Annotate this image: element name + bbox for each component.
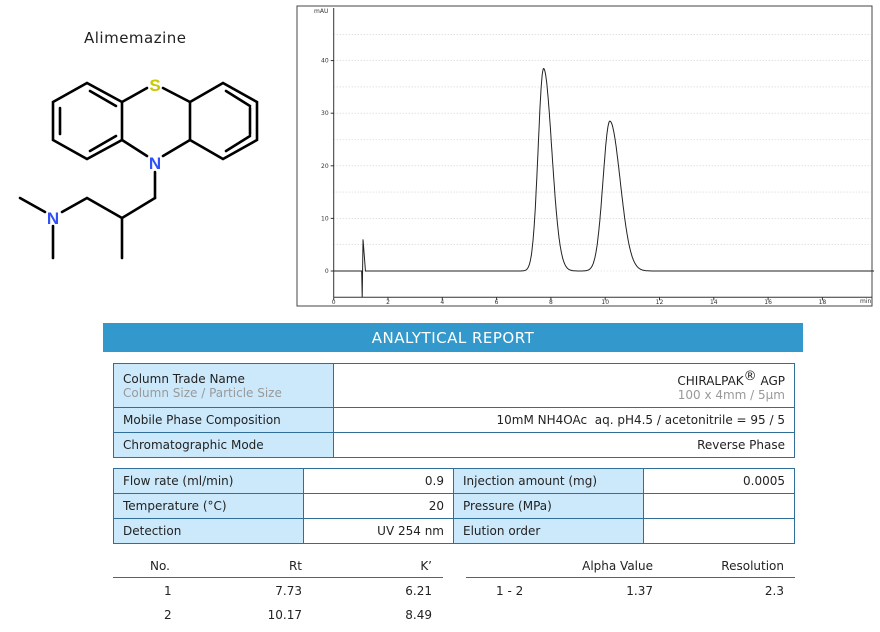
x-tick-label: 14 xyxy=(710,299,718,306)
x-tick-label: 16 xyxy=(764,299,772,306)
condition-value: 20 xyxy=(303,493,454,519)
trade-name-label: Column Trade Name xyxy=(123,371,245,386)
column-size-label: Column Size / Particle Size xyxy=(123,385,282,400)
bonds xyxy=(18,81,259,260)
x-tick-label: 18 xyxy=(819,299,827,306)
row-no: 1 xyxy=(164,584,172,598)
pair-label: 1 - 2 xyxy=(496,584,524,598)
row-rt: 7.73 xyxy=(275,584,302,598)
x-tick-label: 8 xyxy=(549,299,553,306)
trade-name-suffix: AGP xyxy=(756,374,785,388)
condition-value: 0.9 xyxy=(303,468,454,494)
mode-value: Reverse Phase xyxy=(333,432,795,458)
x-tick-label: 12 xyxy=(656,299,664,306)
chromatogram: 0 10 20 30 40 0 2 4 6 8 10 12 14 16 18 mAU min xyxy=(296,5,874,307)
condition-row: Flow rate (ml/min) 0.9 Injection amount … xyxy=(113,468,795,494)
mobile-phase-label: Mobile Phase Composition xyxy=(113,407,334,433)
chart-frame xyxy=(296,5,873,307)
condition-label: Flow rate (ml/min) xyxy=(113,468,304,494)
condition-value xyxy=(643,518,795,544)
mobile-phase-value: 10mM NH4OAc aq. pH4.5 / acetonitrile = 9… xyxy=(333,407,795,433)
column-name-value-cell: CHIRALPAK® AGP 100 x 4mm / 5µm xyxy=(333,363,795,408)
molecule-structure: S N N xyxy=(18,76,259,260)
sulfur-atom: S xyxy=(149,76,160,95)
x-tick-label: 0 xyxy=(332,299,336,306)
y-axis-unit: mAU xyxy=(314,8,328,15)
chromatogram-trace xyxy=(333,68,874,298)
column-info-table: Column Trade Name Column Size / Particle… xyxy=(113,363,795,458)
condition-label: Pressure (MPa) xyxy=(453,493,644,519)
condition-label: Detection xyxy=(113,518,304,544)
trade-name: CHIRALPAK xyxy=(677,374,744,388)
y-tick-label: 40 xyxy=(321,58,329,65)
x-tick-label: 2 xyxy=(386,299,390,306)
divider xyxy=(466,577,795,578)
pair-resolution: 2.3 xyxy=(764,584,784,598)
condition-row: Detection UV 254 nm Elution order xyxy=(113,518,795,544)
x-tick-label: 6 xyxy=(495,299,499,306)
y-tick-label: 10 xyxy=(321,215,329,222)
condition-value: UV 254 nm xyxy=(303,518,454,544)
y-tick-label: 20 xyxy=(321,163,329,170)
registered-mark: ® xyxy=(743,369,757,384)
conditions-table: Flow rate (ml/min) 0.9 Injection amount … xyxy=(113,468,795,544)
header-alpha: Alpha Value xyxy=(582,559,653,573)
header-rt: Rt xyxy=(288,559,302,573)
y-tick-label: 0 xyxy=(325,268,329,275)
header-resolution: Resolution xyxy=(721,559,784,573)
amine-nitrogen-atom: N xyxy=(47,209,59,228)
row-rt: 10.17 xyxy=(267,608,302,622)
divider xyxy=(113,577,443,578)
column-size-value: 100 x 4mm / 5µm xyxy=(677,388,785,402)
header-k: K’ xyxy=(420,559,432,573)
x-tick-label: 4 xyxy=(440,299,444,306)
column-name-label-cell: Column Trade Name Column Size / Particle… xyxy=(113,363,334,408)
condition-value: 0.0005 xyxy=(643,468,795,494)
compound-name: Alimemazine xyxy=(84,29,187,47)
condition-label: Temperature (°C) xyxy=(113,493,304,519)
condition-row: Temperature (°C) 20 Pressure (MPa) xyxy=(113,493,795,519)
y-tick-label: 30 xyxy=(321,110,329,117)
condition-label: Elution order xyxy=(453,518,644,544)
row-k: 8.49 xyxy=(405,608,432,622)
x-axis-unit: min xyxy=(860,298,872,305)
row-k: 6.21 xyxy=(405,584,432,598)
mode-label: Chromatographic Mode xyxy=(113,432,334,458)
x-tick-label: 10 xyxy=(601,299,609,306)
pair-alpha: 1.37 xyxy=(626,584,653,598)
condition-value xyxy=(643,493,795,519)
row-no: 2 xyxy=(164,608,172,622)
report-title-bar: ANALYTICAL REPORT xyxy=(103,323,803,352)
header-no: No. xyxy=(150,559,170,573)
condition-label: Injection amount (mg) xyxy=(453,468,644,494)
ring-nitrogen-atom: N xyxy=(149,154,161,173)
